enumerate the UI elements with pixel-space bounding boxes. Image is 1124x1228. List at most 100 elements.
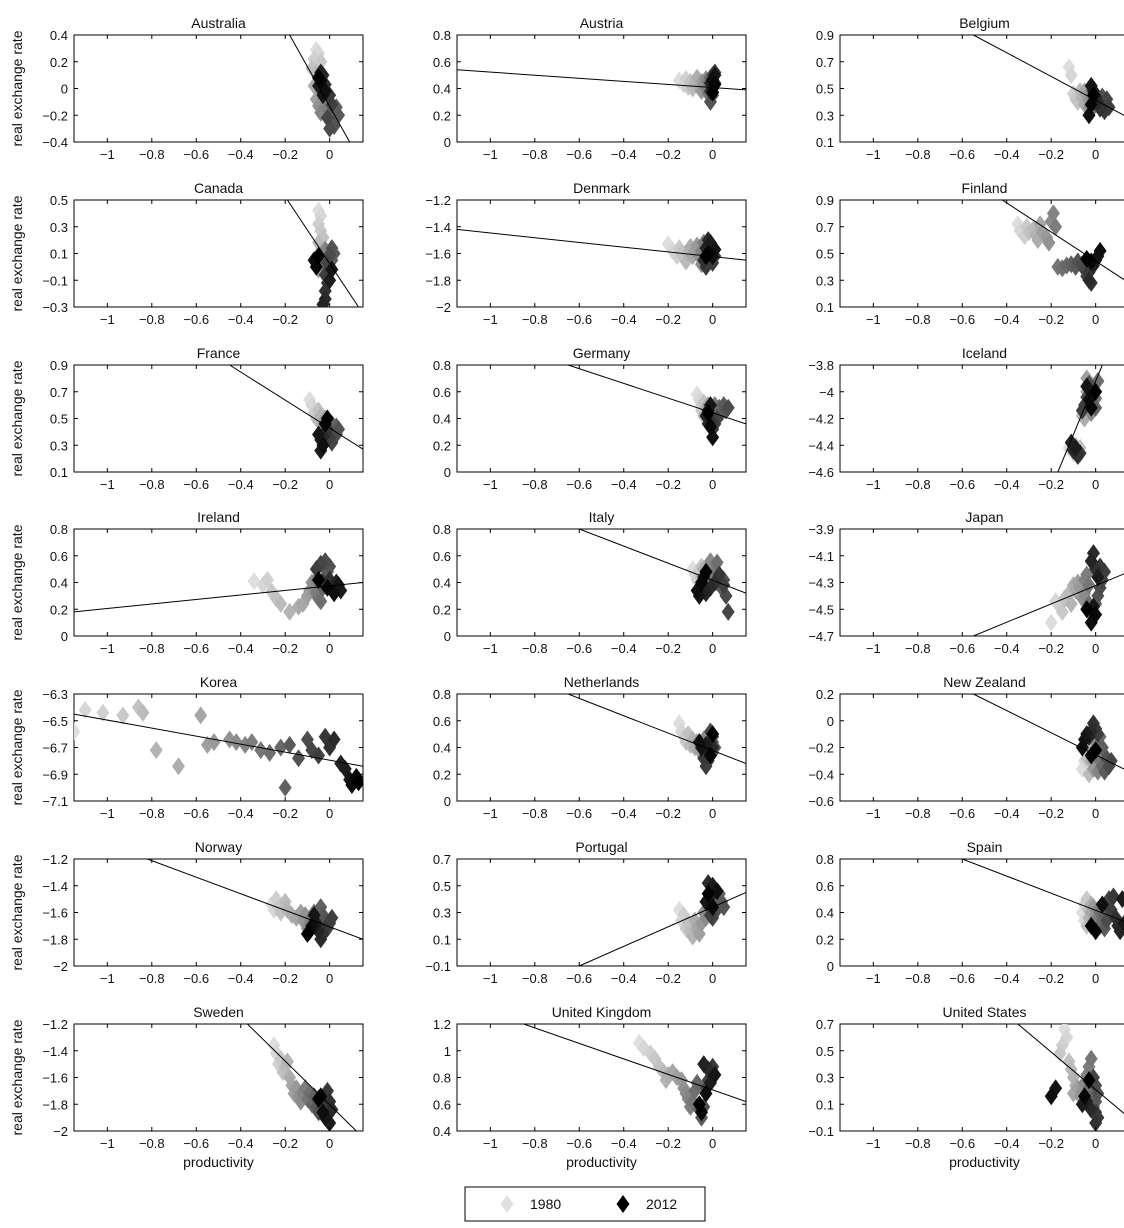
x-tick-label: −1 (483, 1136, 498, 1151)
x-tick-label: −0.6 (949, 312, 975, 327)
data-point (320, 578, 334, 597)
y-tick-label: −0.3 (42, 300, 68, 315)
y-tick-label: −6.5 (42, 714, 68, 729)
y-tick-label: 0 (827, 959, 834, 974)
x-tick-label: −0.4 (228, 1136, 254, 1151)
panel-title: United Kingdom (552, 1004, 652, 1020)
x-tick-label: 0 (326, 971, 333, 986)
data-point (316, 295, 330, 307)
legend-marker (500, 1195, 514, 1213)
fit-line (289, 35, 351, 142)
x-tick-label: −0.4 (994, 971, 1020, 986)
data-point (116, 706, 130, 725)
y-tick-label: 0.2 (816, 932, 834, 947)
x-tick-label: −0.8 (522, 1136, 548, 1151)
x-tick-label: −0.4 (611, 147, 637, 162)
fit-line (457, 228, 746, 261)
y-tick-label: 0.5 (816, 247, 834, 262)
x-tick-label: −0.8 (905, 971, 931, 986)
x-tick-label: −0.8 (139, 641, 165, 656)
y-axis-label: real exchange rate (9, 360, 25, 476)
x-tick-label: −0.2 (272, 1136, 298, 1151)
y-tick-label: 0.3 (433, 906, 451, 921)
data-point (1011, 215, 1025, 234)
x-tick-label: −0.6 (949, 1136, 975, 1151)
data-point (254, 741, 268, 760)
panel-united-states: United States −1 −0.8 −0.6 −0.4 −0.2 0 −0.1 0.1 0… (808, 1004, 1124, 1170)
panel-plot-area (457, 228, 746, 276)
panel-sweden: Sweden −1 −0.8 −0.6 −0.4 −0.2 0 −2 −1.8 −1.6 −1.4 −… (9, 1004, 364, 1170)
y-tick-label: 0.8 (433, 358, 451, 373)
y-tick-label: 0.6 (433, 714, 451, 729)
x-tick-label: −1 (866, 477, 881, 492)
x-tick-label: −0.6 (183, 641, 209, 656)
x-tick-label: −0.2 (272, 147, 298, 162)
fit-line (229, 365, 363, 450)
y-tick-label: 0.4 (50, 576, 68, 591)
data-point (1064, 66, 1078, 85)
x-tick-label: −0.8 (522, 147, 548, 162)
data-point (1075, 738, 1089, 757)
x-tick-label: −0.8 (522, 312, 548, 327)
y-tick-label: 0.4 (433, 741, 451, 756)
x-tick-label: 0 (1092, 147, 1099, 162)
y-tick-label: −1.8 (425, 273, 451, 288)
data-point (1115, 890, 1124, 909)
x-tick-label: −0.4 (994, 477, 1020, 492)
panel-title: Denmark (573, 180, 631, 196)
y-tick-label: 0.2 (433, 108, 451, 123)
data-point (263, 743, 277, 762)
panel-ireland: Ireland −1 −0.8 −0.6 −0.4 −0.2 0 0 0.2 0.4 0.6 0.8 r… (9, 509, 364, 656)
data-point (325, 908, 339, 927)
panel-title: Korea (200, 674, 238, 690)
x-tick-label: 0 (326, 1136, 333, 1151)
x-tick-label: −1 (866, 312, 881, 327)
x-tick-label: −1 (100, 971, 115, 986)
y-tick-label: −1.2 (42, 1017, 68, 1032)
data-point (300, 924, 314, 943)
x-tick-label: −0.2 (1038, 971, 1064, 986)
data-point (320, 409, 334, 428)
x-tick-label: −0.2 (272, 641, 298, 656)
x-tick-label: 0 (709, 147, 716, 162)
data-point (316, 1103, 330, 1122)
fit-line (579, 529, 746, 594)
data-point (171, 757, 185, 776)
x-tick-label: 0 (1092, 312, 1099, 327)
y-tick-label: 0.3 (50, 438, 68, 453)
y-tick-label: 0.8 (433, 522, 451, 537)
x-tick-label: −0.2 (1038, 147, 1064, 162)
y-tick-label: −4.6 (808, 465, 834, 480)
x-tick-label: 0 (1092, 1136, 1099, 1151)
x-axis-label: productivity (949, 1154, 1020, 1170)
y-tick-label: 0.1 (816, 135, 834, 150)
x-tick-label: −0.4 (611, 312, 637, 327)
x-tick-label: −1 (483, 312, 498, 327)
data-point (312, 68, 326, 87)
panel-title: Austria (580, 15, 624, 31)
y-tick-label: 0.5 (433, 879, 451, 894)
panel-plot-area (286, 200, 359, 307)
y-tick-label: −6.7 (42, 741, 68, 756)
y-axis-label: real exchange rate (9, 689, 25, 805)
y-tick-label: 0.8 (433, 1071, 451, 1086)
x-tick-label: −0.4 (611, 806, 637, 821)
y-tick-label: 0.7 (816, 55, 834, 70)
fit-line (147, 859, 363, 940)
x-axis-label: productivity (566, 1154, 637, 1170)
x-tick-label: −0.8 (905, 1136, 931, 1151)
data-point (78, 701, 92, 720)
x-tick-label: −0.4 (994, 1136, 1020, 1151)
data-point (312, 570, 326, 589)
data-point (1058, 1024, 1072, 1039)
panel-plot-area (973, 694, 1124, 784)
y-tick-label: −1.6 (425, 247, 451, 262)
data-point (323, 1113, 337, 1131)
data-point (325, 260, 339, 279)
y-axis-label: real exchange rate (9, 30, 25, 146)
x-tick-label: −1 (483, 641, 498, 656)
x-tick-label: −0.8 (139, 147, 165, 162)
panel-plot-area (1057, 365, 1105, 472)
x-tick-label: −1 (100, 641, 115, 656)
x-tick-label: −0.2 (272, 312, 298, 327)
